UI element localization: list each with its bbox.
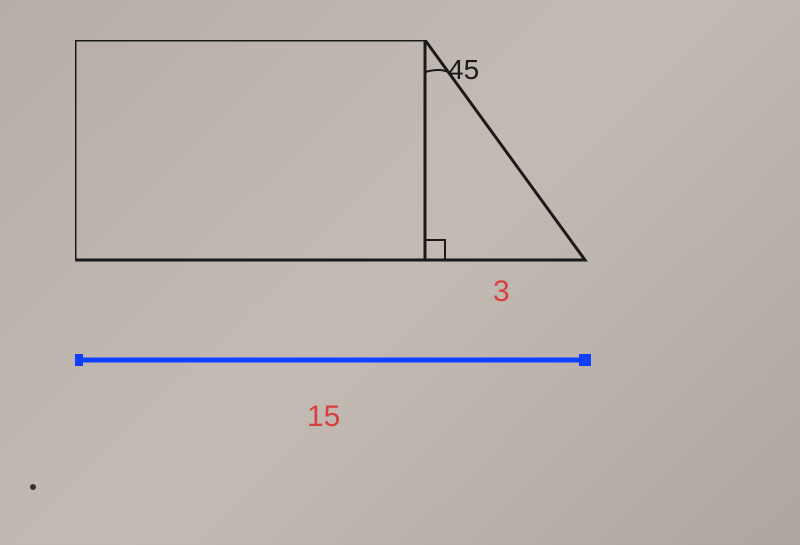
triangle-base-label: 3 xyxy=(493,275,510,309)
total-width-label: 15 xyxy=(307,400,340,434)
right-angle-marker xyxy=(425,240,445,260)
angle-label: 45 xyxy=(448,54,479,86)
geometry-diagram: 45 3 15 xyxy=(75,40,725,520)
diagram-svg xyxy=(75,40,725,520)
dimension-endpoint-right xyxy=(579,354,591,366)
bullet-dot xyxy=(30,484,36,490)
angle-arc xyxy=(425,70,448,72)
rectangle-shape xyxy=(75,40,425,260)
dimension-endpoint-left xyxy=(75,354,83,366)
